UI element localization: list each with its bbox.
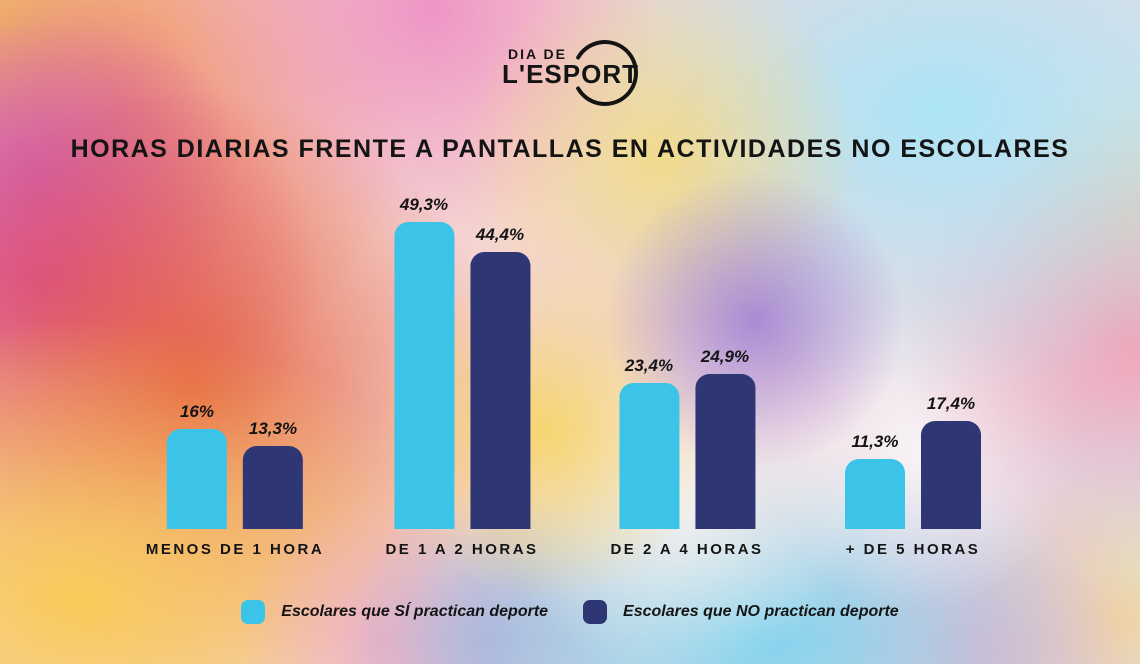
bar-no bbox=[470, 252, 530, 529]
legend-swatch-si bbox=[241, 600, 266, 624]
bar-column: 13,3% bbox=[242, 419, 303, 529]
legend-swatch-no bbox=[583, 600, 608, 624]
page-title: HORAS DIARIAS FRENTE A PANTALLAS EN ACTI… bbox=[70, 135, 1070, 163]
bar-column: 17,4% bbox=[921, 394, 981, 529]
bar-group: 16% 13,3% MENOS DE 1 HORA bbox=[146, 402, 324, 565]
legend-item-si: Escolares que SÍ practican deporte bbox=[241, 600, 548, 624]
logo: DIA DE L'ESPORT bbox=[0, 0, 1140, 120]
bar-value-label: 17,4% bbox=[926, 394, 976, 413]
category-label: MENOS DE 1 HORA bbox=[145, 541, 325, 558]
category-label: + DE 5 HORAS bbox=[845, 541, 981, 558]
bar-group: 23,4% 24,9% DE 2 A 4 HORAS bbox=[610, 347, 763, 565]
bar-column: 23,4% bbox=[619, 356, 679, 529]
bar-si bbox=[166, 429, 227, 529]
bar-value-label: 49,3% bbox=[399, 195, 449, 214]
category-label: DE 1 A 2 HORAS bbox=[385, 541, 539, 558]
bar-pair: 16% 13,3% bbox=[166, 402, 303, 529]
bar-value-label: 24,9% bbox=[700, 347, 750, 366]
bar-pair: 49,3% 44,4% bbox=[394, 195, 530, 529]
bar-column: 49,3% bbox=[394, 195, 454, 529]
bar-pair: 11,3% 17,4% bbox=[845, 394, 981, 529]
bar-column: 11,3% bbox=[845, 432, 905, 529]
bar-value-label: 23,4% bbox=[624, 356, 674, 375]
legend-label-no: Escolares que NO practican deporte bbox=[623, 603, 899, 620]
bar-value-label: 44,4% bbox=[475, 225, 525, 244]
bar-column: 24,9% bbox=[695, 347, 755, 529]
bar-value-label: 11,3% bbox=[851, 432, 899, 451]
legend-label-si: Escolares que SÍ practican deporte bbox=[281, 603, 549, 620]
legend-item-no: Escolares que NO practican deporte bbox=[583, 600, 899, 624]
bar-pair: 23,4% 24,9% bbox=[619, 347, 755, 529]
bar-si bbox=[845, 459, 905, 529]
bar-no bbox=[921, 421, 981, 529]
bar-column: 44,4% bbox=[470, 225, 530, 529]
logo-circle-icon bbox=[576, 40, 638, 106]
logo-text-bottom: L'ESPORT bbox=[502, 59, 639, 89]
bar-value-label: 13,3% bbox=[248, 419, 298, 438]
bar-no bbox=[242, 446, 303, 529]
bar-si bbox=[619, 383, 679, 529]
bar-value-label: 16% bbox=[179, 402, 215, 421]
bar-no bbox=[695, 374, 755, 529]
bar-group: 11,3% 17,4% + DE 5 HORAS bbox=[845, 394, 981, 565]
category-label: DE 2 A 4 HORAS bbox=[610, 541, 764, 558]
logo-text-top: DIA DE bbox=[508, 46, 567, 62]
bar-si bbox=[394, 222, 454, 529]
bar-group: 49,3% 44,4% DE 1 A 2 HORAS bbox=[385, 195, 538, 565]
chart-legend: Escolares que SÍ practican deporte Escol… bbox=[0, 600, 1140, 624]
bar-column: 16% bbox=[166, 402, 227, 529]
